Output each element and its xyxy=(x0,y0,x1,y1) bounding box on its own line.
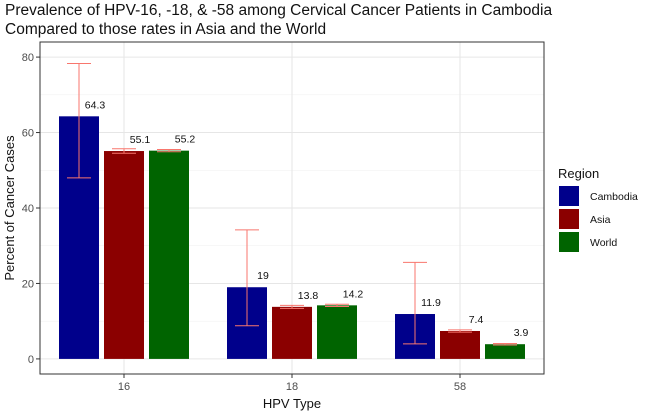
legend-label-cambodia: Cambodia xyxy=(590,191,638,203)
legend-key-cambodia xyxy=(559,186,579,206)
data-label-asia-58: 7.4 xyxy=(469,314,484,326)
x-axis-title: HPV Type xyxy=(263,396,321,411)
x-tick-label: 18 xyxy=(286,381,298,393)
bar-world-58 xyxy=(485,344,525,359)
legend: Region Cambodia Asia World xyxy=(558,166,638,252)
data-label-cambodia-16: 64.3 xyxy=(85,99,106,111)
data-label-cambodia-18: 19 xyxy=(257,270,269,282)
bars xyxy=(59,116,525,359)
bar-asia-16 xyxy=(104,151,144,359)
chart-title-line-2: Compared to those rates in Asia and the … xyxy=(5,21,326,38)
y-tick-label: 40 xyxy=(22,203,34,215)
chart-title: Prevalence of HPV-16, -18, & -58 among C… xyxy=(5,2,552,38)
chart-title-line-1: Prevalence of HPV-16, -18, & -58 among C… xyxy=(5,2,552,19)
y-tick-label: 60 xyxy=(22,128,34,140)
data-label-cambodia-58: 11.9 xyxy=(421,297,441,309)
legend-label-asia: Asia xyxy=(590,214,611,226)
data-labels: 64.3 55.1 55.2 19 13.8 14.2 11.9 7.4 3.9 xyxy=(85,99,529,339)
data-label-world-58: 3.9 xyxy=(514,327,529,339)
bar-asia-58 xyxy=(440,330,480,359)
data-label-asia-16: 55.1 xyxy=(130,134,151,146)
legend-key-world xyxy=(559,232,579,252)
error-bars xyxy=(67,63,517,346)
y-tick-label: 80 xyxy=(22,52,34,64)
x-tick-label: 16 xyxy=(118,381,130,393)
data-label-asia-18: 13.8 xyxy=(298,290,319,302)
y-tick-label: 0 xyxy=(28,354,34,366)
bar-world-16 xyxy=(149,150,189,359)
bar-world-18 xyxy=(317,305,357,359)
bar-asia-18 xyxy=(272,306,312,359)
y-axis-title: Percent of Cancer Cases xyxy=(2,135,17,281)
legend-title: Region xyxy=(558,166,599,181)
legend-key-asia xyxy=(559,209,579,229)
x-tick-label: 58 xyxy=(454,381,466,393)
legend-label-world: World xyxy=(590,237,617,249)
data-label-world-18: 14.2 xyxy=(343,288,364,300)
axes: 0 20 40 60 80 16 18 58 xyxy=(22,52,466,393)
y-tick-label: 20 xyxy=(22,278,34,290)
data-label-world-16: 55.2 xyxy=(175,134,196,146)
